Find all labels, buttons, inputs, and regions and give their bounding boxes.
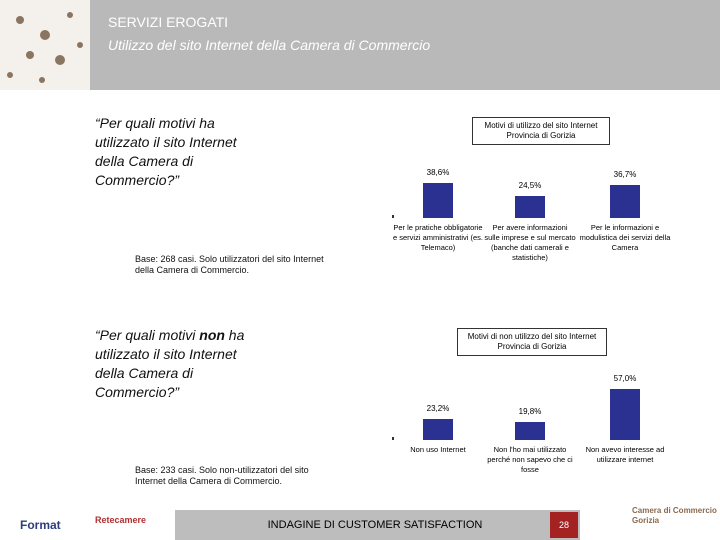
header-decoration: [0, 0, 90, 90]
base-note: Base: 268 casi. Solo utilizzatori del si…: [135, 254, 324, 275]
question: “Per quali motivi ha utilizzato il sito …: [95, 114, 260, 190]
chart-title: Motivi di utilizzo del sito Internet Pro…: [472, 117, 610, 145]
category-label: Non avevo interesse ad utilizzare intern…: [585, 445, 665, 464]
category-label: Non l'ho mai utilizzato perché non sapev…: [487, 445, 573, 474]
chart-title: Motivi di non utilizzo del sito Internet…: [457, 328, 607, 356]
bar: [423, 183, 453, 218]
question: “Per quali motivi non ha utilizzato il s…: [95, 326, 260, 402]
logo-format: Format: [20, 518, 61, 532]
logo-line: Gorizia: [632, 516, 660, 525]
category-label: Per le informazioni e modulistica dei se…: [579, 223, 671, 252]
bar: [423, 419, 453, 440]
bar: [515, 422, 545, 440]
header-title: SERVIZI EROGATI: [108, 14, 229, 30]
bar: [610, 388, 640, 440]
axis-marker: [392, 215, 394, 218]
logo-retecamere: Retecamere: [95, 515, 147, 525]
bar: [515, 195, 545, 218]
category-label: Per le pratiche obbligatorie e servizi a…: [392, 223, 483, 252]
category-label: Non uso Internet: [410, 445, 466, 454]
value-label: 36,7%: [613, 169, 637, 179]
footer-text: INDAGINE DI CUSTOMER SATISFACTION: [267, 519, 483, 531]
value-label: 57,0%: [613, 373, 637, 383]
dots: [7, 12, 83, 83]
logo-camera: Camera di Commercio Gorizia: [632, 506, 717, 526]
bar: [610, 184, 640, 218]
footer-band: [175, 510, 580, 540]
header-subtitle: Utilizzo del sito Internet della Camera …: [108, 37, 431, 53]
category-label: Per avere informazioni sulle imprese e s…: [484, 223, 576, 262]
question-text: “Per quali motivi ha utilizzato il sito …: [95, 115, 237, 188]
question-text: “Per quali motivi: [95, 327, 200, 343]
page-number: 28: [550, 512, 578, 538]
value-label: 19,8%: [518, 407, 542, 417]
question-emphasis: non: [199, 327, 225, 343]
header-band: [90, 0, 720, 90]
value-label: 24,5%: [518, 180, 542, 190]
axis-marker: [392, 437, 394, 440]
question-text: ha utilizzato il sito Internet della Cam…: [95, 327, 245, 400]
value-label: 23,2%: [426, 404, 450, 414]
value-label: 38,6%: [426, 168, 450, 178]
logo-line: Camera di Commercio: [632, 506, 717, 515]
base-note: Base: 233 casi. Solo non-utilizzatori de…: [135, 465, 309, 486]
